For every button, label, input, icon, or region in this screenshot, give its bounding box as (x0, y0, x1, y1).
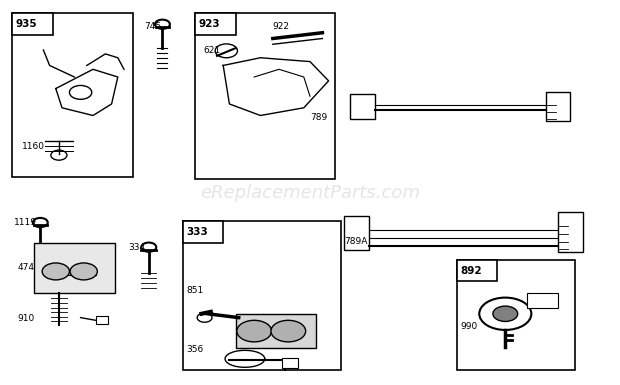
Text: 910: 910 (17, 315, 35, 323)
Text: 333: 333 (186, 227, 208, 237)
Text: 1160: 1160 (22, 142, 45, 151)
Text: 334: 334 (128, 243, 146, 252)
Bar (546, 92, 570, 121)
Text: eReplacementParts.com: eReplacementParts.com (200, 184, 420, 201)
Text: 935: 935 (16, 19, 37, 29)
Bar (183, 221, 341, 370)
Text: 990: 990 (460, 322, 477, 331)
Text: 789A: 789A (344, 238, 368, 246)
Bar (457, 260, 575, 370)
Bar (558, 212, 583, 252)
Bar (195, 13, 335, 179)
Circle shape (237, 320, 272, 342)
Text: 356: 356 (186, 345, 203, 353)
Bar (195, 13, 236, 35)
Bar (350, 94, 375, 119)
Text: 789: 789 (310, 113, 327, 122)
Text: 1119: 1119 (14, 218, 37, 227)
Bar (457, 260, 497, 281)
Text: 851: 851 (186, 286, 203, 295)
Text: 745: 745 (144, 22, 161, 31)
Bar (12, 13, 133, 177)
Circle shape (493, 306, 518, 321)
Circle shape (271, 320, 306, 342)
Bar (236, 314, 316, 348)
Bar (527, 293, 558, 308)
Bar (183, 221, 223, 243)
Text: 922: 922 (273, 22, 290, 31)
Text: 474: 474 (17, 263, 34, 271)
Bar (282, 358, 298, 368)
Circle shape (70, 263, 97, 280)
Text: 621: 621 (203, 46, 221, 55)
Bar (12, 13, 53, 35)
Bar (96, 316, 108, 324)
Text: 923: 923 (198, 19, 220, 29)
Bar (34, 243, 115, 293)
Circle shape (42, 263, 69, 280)
Bar (344, 216, 369, 250)
Text: 892: 892 (460, 266, 482, 276)
